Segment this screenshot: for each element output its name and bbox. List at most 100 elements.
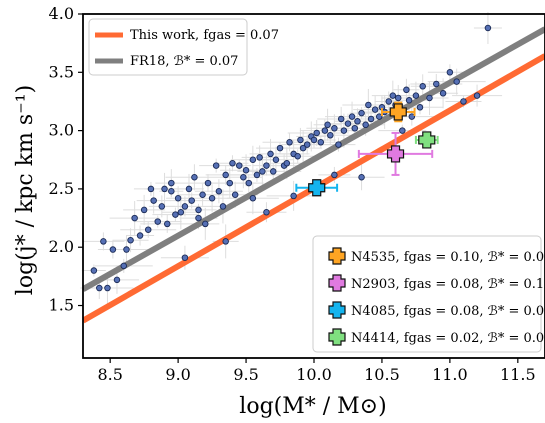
data-point [168, 179, 175, 187]
y-tick-label: 1.5 [49, 296, 74, 315]
data-point [202, 220, 209, 228]
legend-marker-n4414 [328, 328, 346, 346]
data-point [109, 246, 117, 253]
data-point [240, 174, 247, 181]
data-point [163, 220, 171, 228]
legend-marker-n4535 [328, 247, 346, 265]
data-point [453, 78, 460, 85]
data-point [212, 162, 220, 169]
data-point [199, 191, 206, 198]
x-axis-label: log(M* / M⊙) [239, 394, 386, 419]
data-point [446, 69, 454, 76]
galaxy-marker-n4535 [389, 103, 407, 121]
data-point [272, 156, 280, 164]
x-tick-label: 9.5 [233, 365, 258, 384]
data-point [276, 144, 284, 152]
data-point [222, 171, 229, 179]
data-point [150, 197, 157, 204]
data-point [348, 113, 356, 120]
galaxy-n4414 [414, 131, 439, 149]
y-tick-label: 2.5 [49, 179, 74, 198]
data-point [303, 141, 311, 148]
data-point [331, 125, 338, 132]
data-points-layer [90, 24, 492, 292]
data-point [433, 80, 440, 88]
y-tick-label: 3.5 [49, 62, 74, 81]
legend-text-n4535: N4535, fgas = 0.10, ℬ* = 0.06 [351, 250, 545, 265]
galaxy-n4535 [380, 101, 416, 123]
data-point [473, 92, 481, 99]
data-point [371, 106, 379, 113]
legend-text-n2903: N2903, fgas = 0.08, ℬ* = 0.10 [351, 277, 545, 292]
x-tick-label: 9.0 [165, 365, 190, 384]
legend-text-n4414: N4414, fgas = 0.02, ℬ* = 0.05 [351, 331, 545, 346]
x-tick-label: 11.0 [432, 365, 468, 384]
data-point [104, 284, 111, 292]
data-point [96, 284, 103, 292]
galaxy-marker-n2903 [386, 145, 405, 163]
data-point [344, 120, 352, 127]
data-point [195, 214, 202, 222]
data-point [408, 113, 416, 120]
data-point [236, 162, 243, 169]
data-point [147, 185, 155, 193]
data-point [229, 160, 236, 167]
y-tick-label: 2.0 [49, 237, 74, 256]
data-point [100, 238, 107, 245]
highlighted-galaxies-layer [295, 101, 439, 197]
data-point [191, 174, 198, 181]
galaxy-n2903 [357, 131, 434, 176]
data-point [419, 83, 426, 90]
data-point [120, 262, 128, 270]
data-point [154, 218, 161, 225]
galaxy-marker-n4414 [418, 131, 436, 149]
data-point [439, 90, 447, 97]
fit-line-fr18 [83, 26, 545, 292]
x-tick-label: 8.5 [97, 365, 122, 384]
data-point [188, 197, 195, 204]
data-point [123, 246, 130, 253]
data-point [365, 101, 372, 109]
data-point [222, 238, 229, 245]
data-point [394, 94, 402, 102]
data-point [177, 208, 185, 216]
data-point [226, 179, 234, 187]
data-point [335, 141, 342, 148]
y-axis-label: log(j* / kpc km s⁻¹) [13, 85, 38, 295]
data-point [385, 98, 392, 105]
data-point [337, 115, 345, 123]
data-point [375, 113, 383, 120]
data-point [331, 171, 338, 179]
x-axis-ticks: 8.5 9.0 9.5 10.0 10.5 11.0 11.5 [97, 358, 536, 384]
data-point [242, 167, 250, 174]
data-point [484, 24, 492, 32]
y-tick-label: 4.0 [49, 4, 74, 23]
legend-marker-n2903 [328, 274, 346, 292]
data-point [321, 127, 329, 134]
data-point [219, 203, 227, 210]
data-point [185, 185, 193, 193]
galaxy-n4085 [295, 179, 339, 197]
data-point [181, 254, 189, 261]
data-point [253, 171, 261, 179]
data-point [113, 276, 121, 284]
data-point [256, 154, 263, 161]
data-point [127, 236, 134, 244]
data-point [263, 162, 270, 169]
data-point [294, 153, 301, 160]
data-point [144, 226, 152, 233]
data-point [172, 211, 179, 218]
data-point [131, 214, 138, 222]
data-point [416, 104, 424, 111]
data-point [426, 94, 433, 102]
data-point [208, 194, 216, 202]
data-point [324, 121, 331, 129]
data-point [269, 168, 277, 175]
data-point [327, 132, 334, 139]
data-point [310, 136, 318, 144]
legend-top: This work, fgas = 0.07 FR18, ℬ* = 0.07 [88, 18, 279, 76]
data-point [140, 206, 148, 214]
data-point [245, 179, 253, 187]
data-point [249, 194, 257, 202]
